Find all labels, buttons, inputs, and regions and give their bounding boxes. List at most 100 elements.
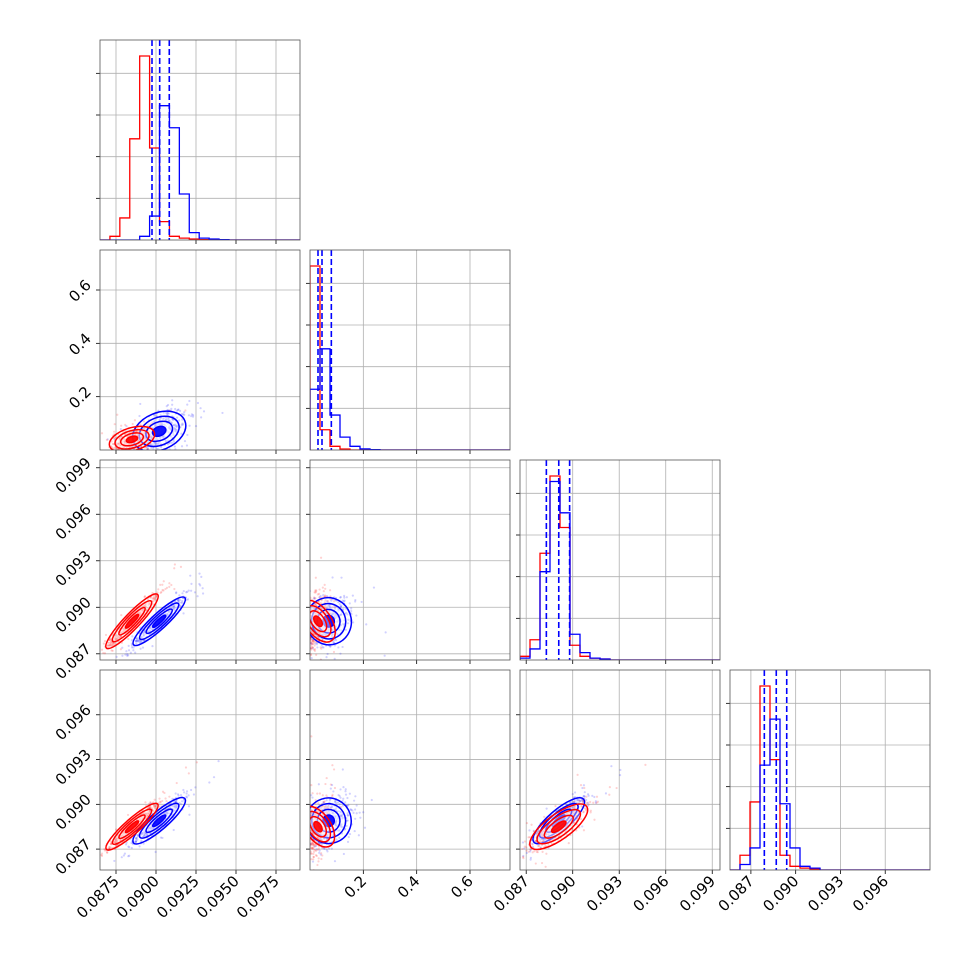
scatter-point bbox=[126, 813, 130, 817]
scatter-point bbox=[134, 840, 138, 843]
scatter-point bbox=[161, 836, 164, 840]
scatter-point bbox=[166, 443, 170, 446]
scatter-point bbox=[100, 853, 103, 857]
scatter-point bbox=[147, 604, 150, 607]
scatter-point bbox=[175, 804, 178, 807]
hist-series-group bbox=[730, 670, 930, 870]
scatter-point bbox=[148, 827, 152, 830]
scatter-point bbox=[139, 611, 142, 615]
scatter-point bbox=[171, 418, 174, 422]
scatter-point bbox=[334, 814, 338, 817]
scatter-point bbox=[531, 851, 534, 854]
scatter-point bbox=[114, 634, 117, 637]
scatter-point bbox=[522, 854, 525, 858]
scatter-point bbox=[135, 640, 138, 643]
scatter-point bbox=[318, 596, 321, 599]
scatter-point bbox=[342, 852, 345, 856]
scatter-point bbox=[341, 622, 345, 626]
scatter-point bbox=[337, 646, 340, 649]
scatter-point bbox=[141, 646, 145, 649]
scatter-point bbox=[537, 829, 540, 832]
scatter-point bbox=[187, 414, 191, 417]
scatter-point bbox=[320, 842, 323, 846]
scatter-point bbox=[181, 422, 184, 425]
scatter-point bbox=[212, 776, 216, 779]
scatter-point bbox=[322, 826, 326, 829]
scatter-point bbox=[167, 426, 170, 429]
scatter-point bbox=[326, 652, 329, 656]
scatter-point bbox=[344, 788, 347, 791]
scatter-point bbox=[173, 605, 176, 608]
scatter-point bbox=[182, 589, 185, 593]
scatter-point bbox=[325, 606, 328, 610]
scatter-point bbox=[330, 806, 333, 810]
scatter-point bbox=[337, 607, 340, 611]
scatter-point bbox=[324, 804, 328, 807]
scatter-point bbox=[134, 840, 137, 843]
scatter-point bbox=[383, 654, 386, 657]
scatter-point bbox=[122, 831, 125, 835]
scatter-point bbox=[96, 846, 98, 848]
scatter-point bbox=[146, 811, 149, 814]
contour-red bbox=[124, 613, 140, 629]
scatter-point bbox=[142, 633, 146, 637]
scatter-point bbox=[116, 637, 119, 640]
scatter-point bbox=[330, 613, 334, 616]
scatter-point bbox=[347, 835, 350, 839]
scatter-point bbox=[354, 808, 357, 811]
scatter-point bbox=[321, 646, 324, 649]
scatter-point bbox=[326, 806, 329, 809]
scatter-point bbox=[172, 605, 176, 608]
scatter-point bbox=[150, 806, 153, 809]
scatter-point bbox=[314, 603, 317, 606]
scatter-point bbox=[165, 418, 168, 421]
scatter-point bbox=[122, 627, 126, 630]
scatter-point bbox=[154, 442, 157, 446]
scatter-point bbox=[317, 857, 320, 860]
scatter-point bbox=[120, 424, 123, 427]
scatter-point bbox=[325, 656, 328, 659]
contour-red bbox=[124, 820, 140, 834]
scatter-point bbox=[323, 805, 326, 808]
scatter-point bbox=[333, 615, 336, 619]
scatter-point bbox=[114, 844, 117, 847]
scatter-point bbox=[331, 794, 334, 798]
scatter-point bbox=[318, 596, 321, 599]
scatter-point bbox=[174, 430, 178, 433]
scatter-point bbox=[124, 423, 127, 426]
scatter-point bbox=[179, 605, 182, 608]
scatter-point bbox=[130, 442, 133, 445]
panel-border bbox=[729, 669, 931, 871]
scatter-point bbox=[175, 409, 178, 412]
scatter-point bbox=[155, 595, 158, 599]
scatter-point bbox=[328, 604, 331, 608]
scatter-point bbox=[340, 814, 344, 818]
scatter-point bbox=[176, 793, 180, 796]
scatter-point bbox=[334, 820, 338, 823]
scatter-point bbox=[314, 642, 317, 645]
scatter-point bbox=[165, 586, 169, 589]
scatter-point bbox=[127, 654, 130, 657]
scatter-point bbox=[121, 646, 124, 649]
scatter-point bbox=[201, 587, 204, 590]
scatter-point bbox=[172, 440, 176, 443]
scatter-point bbox=[173, 804, 176, 807]
scatter-point bbox=[313, 596, 316, 599]
scatter-point bbox=[163, 791, 166, 795]
scatter-point bbox=[326, 599, 330, 603]
scatter-point bbox=[180, 423, 183, 427]
scatter-point bbox=[138, 640, 142, 643]
x-tick-label: 0.2 bbox=[341, 872, 371, 902]
scatter-point bbox=[174, 428, 177, 431]
scatter-point bbox=[149, 828, 153, 831]
scatter-point bbox=[516, 859, 518, 861]
scatter-point bbox=[85, 858, 87, 860]
scatter-point bbox=[161, 423, 164, 426]
scatter-point bbox=[115, 839, 118, 843]
scatter-point bbox=[179, 793, 183, 797]
scatter-point bbox=[332, 790, 335, 793]
scatter-point bbox=[181, 599, 184, 603]
scatter-point bbox=[324, 810, 327, 813]
scatter-point bbox=[341, 599, 344, 602]
scatter-point bbox=[139, 626, 142, 629]
